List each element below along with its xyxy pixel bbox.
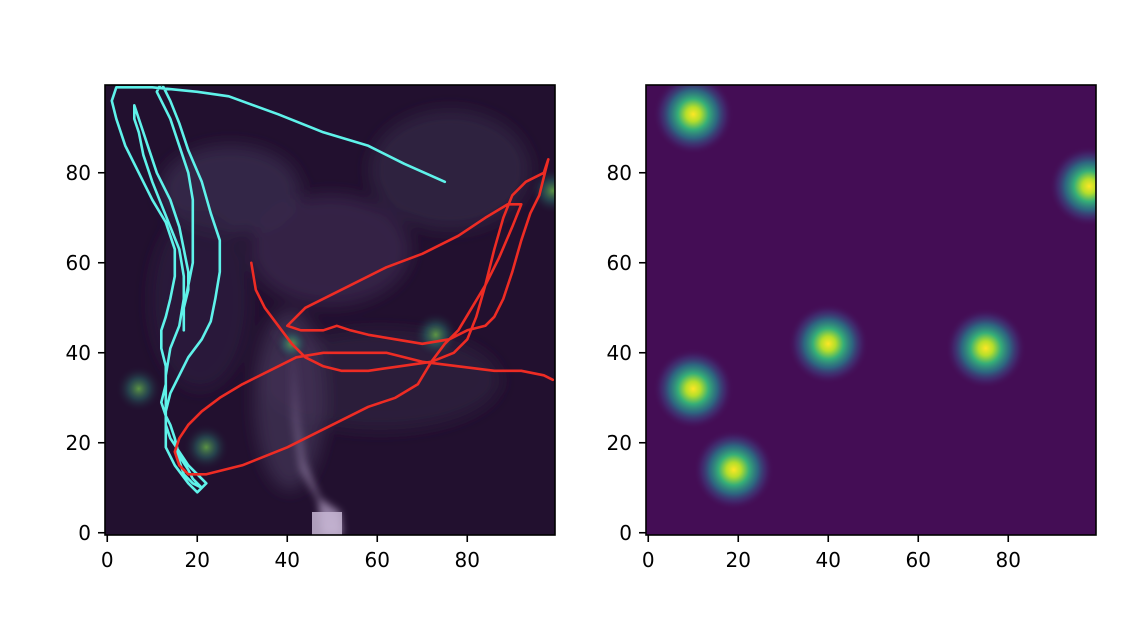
- y-tick-label: 20: [607, 431, 632, 455]
- x-tick-label: 0: [642, 548, 655, 572]
- x-tick-label: 80: [996, 548, 1021, 572]
- heatmap-blob: [652, 348, 734, 430]
- left-axes: 0 20 40 60 80 0 20 40 60 80: [66, 84, 556, 572]
- x-tick-label: 60: [906, 548, 931, 572]
- right-axes-frame: [645, 84, 1097, 536]
- left-plume-source: [312, 512, 342, 535]
- y-tick-label: 60: [66, 251, 91, 275]
- heatmap-blob: [1048, 145, 1096, 227]
- x-tick-label: 20: [726, 548, 751, 572]
- background-odour-blob: [412, 311, 460, 359]
- y-tick-label: 0: [78, 521, 91, 545]
- y-tick-label: 60: [607, 251, 632, 275]
- x-tick-label: 40: [816, 548, 841, 572]
- x-tick-label: 0: [101, 548, 114, 572]
- background-odour-blob: [529, 167, 555, 215]
- y-tick-label: 40: [66, 341, 91, 365]
- right-y-ticks: 0 20 40 60 80: [607, 161, 646, 545]
- x-tick-label: 40: [275, 548, 300, 572]
- y-tick-label: 80: [66, 161, 91, 185]
- left-y-ticks: 0 20 40 60 80: [66, 161, 105, 545]
- left-x-ticks: 0 20 40 60 80: [101, 535, 480, 572]
- left-axes-frame: [104, 84, 556, 536]
- heatmap-blob: [945, 307, 1027, 389]
- heatmap-blob: [693, 429, 775, 511]
- red-trajectory-line: [173, 158, 555, 476]
- x-tick-label: 80: [455, 548, 480, 572]
- y-tick-label: 20: [66, 431, 91, 455]
- heatmap-blob: [787, 303, 869, 385]
- background-odour-blob: [182, 423, 230, 471]
- heatmap-blob: [652, 85, 734, 155]
- y-tick-label: 40: [607, 341, 632, 365]
- background-odour-blob: [115, 365, 163, 413]
- x-tick-label: 60: [365, 548, 390, 572]
- x-tick-label: 20: [185, 548, 210, 572]
- y-tick-label: 80: [607, 161, 632, 185]
- y-tick-label: 0: [619, 521, 632, 545]
- right-axes: 0 20 40 60 80 0 20 40 60 80: [607, 84, 1097, 572]
- right-heatmap-blobs: [652, 85, 1096, 511]
- right-x-ticks: 0 20 40 60 80: [642, 535, 1021, 572]
- left-trajectories: [110, 85, 555, 494]
- cyan-trajectory-line: [110, 85, 447, 494]
